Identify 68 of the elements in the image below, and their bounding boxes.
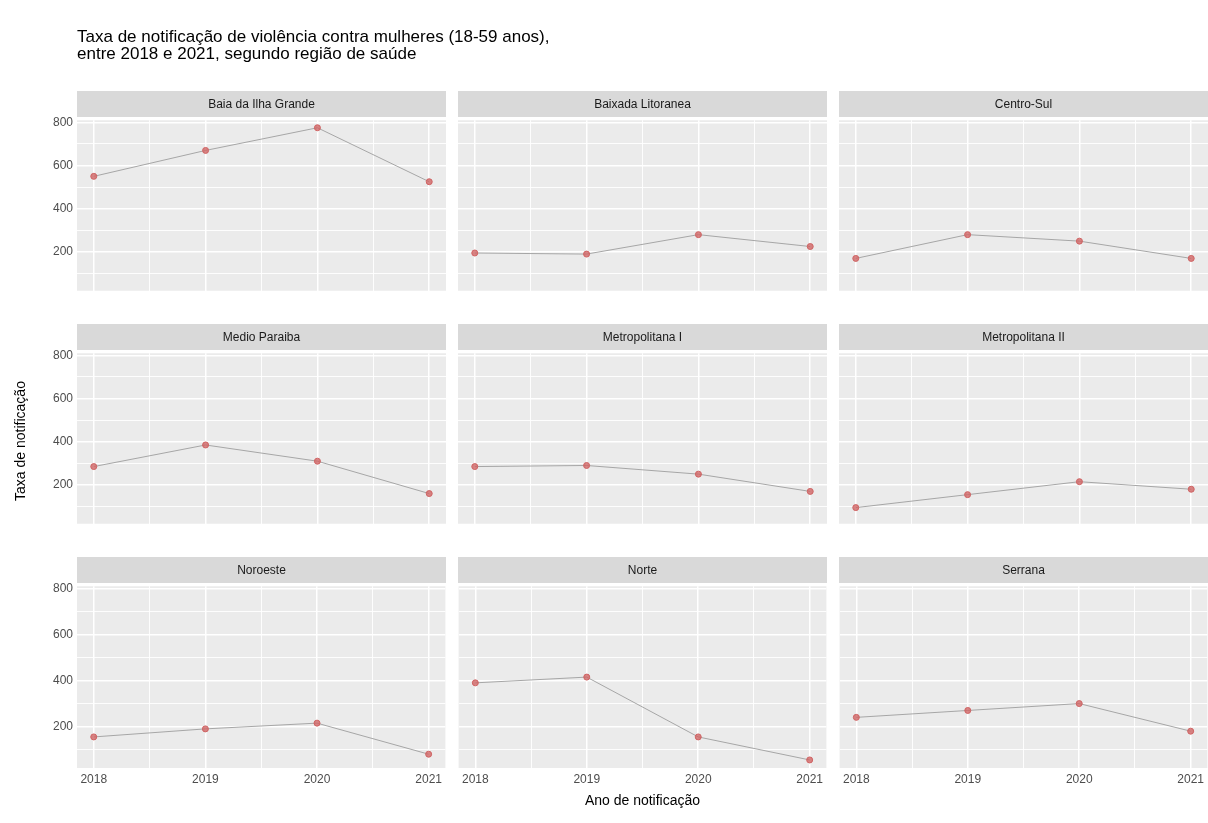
x-axis-title: Ano de notificação [584,792,701,808]
point [471,463,479,471]
point [90,172,98,180]
point [964,706,972,714]
point [806,243,814,251]
point [1187,485,1195,493]
x-tick-label: 2020 [684,771,712,786]
x-tick-label: 2019 [573,771,601,786]
x-tick-label: 2021 [796,771,824,786]
chart-title: Norte [458,557,827,583]
point [202,441,210,449]
x-tick-label: 2019 [954,771,982,786]
y-axis-title: Taxa de notificação [12,380,28,501]
point [694,231,702,239]
chart-title: Serrana [839,557,1208,583]
point [425,750,433,758]
x-tick-label: 2021 [415,771,443,786]
chart-title: Centro-Sul [839,91,1208,117]
point [90,463,98,471]
chart-title: Metropolitana II [839,324,1208,350]
point [806,487,814,495]
x-tick-label: 2018 [461,771,489,786]
point [313,124,321,132]
chart-title: Baia da Ilha Grande [77,91,446,117]
y-tick-label: 400 [52,672,74,687]
point [1075,700,1083,708]
point [806,756,814,764]
point [471,679,479,687]
point [90,733,98,741]
text: Taxa de notificação de violência contra mulheres (18-59 anos), entre 2018 e 2021, segundo região de saúde [77,27,550,63]
x-tick-label: 2019 [192,771,220,786]
x-tick-label: 2020 [1065,771,1093,786]
y-tick-label: 600 [52,390,74,405]
y-tick-label: 200 [52,477,74,492]
point [694,733,702,741]
point [202,146,210,154]
point [852,504,860,512]
point [583,250,591,258]
point [583,461,591,469]
point [964,491,972,499]
x-tick-label: 2018 [842,771,870,786]
y-tick-label: 200 [52,718,74,733]
chart-title: Medio Paraiba [77,324,446,350]
point [425,178,433,186]
point [1187,727,1195,735]
y-tick-label: 200 [52,244,74,259]
point [425,490,433,498]
point [852,713,860,721]
point [201,725,209,733]
point [471,249,479,257]
chart-title: Noroeste [77,557,446,583]
y-tick-label: 800 [52,347,74,362]
y-tick-label: 600 [52,157,74,172]
chart-title: Baixada Litoranea [458,91,827,117]
point [313,457,321,465]
chart-title: Metropolitana I [458,324,827,350]
y-tick-label: 600 [52,626,74,641]
point [583,673,591,681]
x-tick-label: 2018 [80,771,108,786]
y-tick-label: 400 [52,434,74,449]
y-tick-label: 400 [52,201,74,216]
y-tick-label: 800 [52,114,74,129]
point [694,470,702,478]
point [1075,478,1083,486]
x-tick-label: 2020 [303,771,331,786]
point [313,719,321,727]
y-tick-label: 800 [52,580,74,595]
x-tick-label: 2021 [1177,771,1205,786]
